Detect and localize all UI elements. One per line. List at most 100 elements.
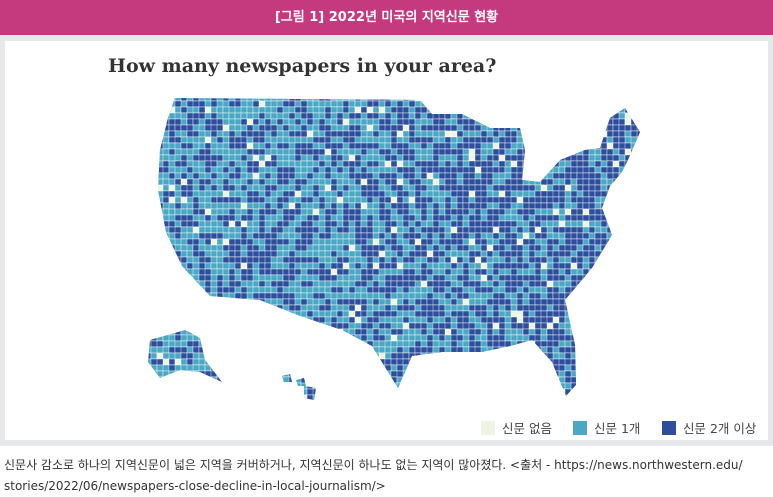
- county-tile: [240, 160, 248, 168]
- county-tile: [148, 124, 152, 132]
- county-tile: [372, 148, 380, 156]
- county-tile: [486, 334, 494, 342]
- county-tile: [318, 142, 326, 150]
- county-tile: [432, 304, 440, 312]
- county-tile: [300, 142, 308, 150]
- county-tile: [510, 118, 524, 126]
- county-tile: [570, 130, 578, 138]
- county-tile: [612, 124, 620, 132]
- county-tile: [444, 112, 452, 120]
- county-tile: [408, 190, 416, 198]
- county-tile: [270, 376, 278, 384]
- county-tile: [636, 106, 640, 114]
- county-tile: [643, 359, 655, 365]
- county-tile: [252, 388, 260, 396]
- county-tile: [246, 334, 257, 342]
- county-tile: [162, 298, 176, 306]
- county-tile: [312, 268, 320, 276]
- county-tile: [276, 214, 284, 222]
- county-tile: [204, 226, 212, 234]
- county-tile: [156, 256, 170, 264]
- county-tile: [264, 358, 275, 366]
- county-tile: [498, 292, 506, 300]
- county-tile: [300, 340, 314, 348]
- county-tile: [594, 334, 605, 342]
- county-tile: [168, 148, 176, 156]
- county-tile: [354, 370, 362, 378]
- county-tile: [150, 322, 158, 330]
- county-tile: [198, 214, 206, 222]
- county-tile: [408, 364, 422, 372]
- county-tile: [564, 148, 572, 156]
- county-tile: [234, 214, 242, 222]
- county-tile: [582, 124, 593, 132]
- county-tile: [240, 382, 254, 390]
- county-tile: [252, 112, 260, 120]
- county-tile: [516, 298, 524, 306]
- county-tile: [480, 100, 491, 108]
- county-tile: [456, 388, 470, 396]
- county-tile: [148, 304, 152, 312]
- county-tile: [337, 401, 343, 407]
- county-tile: [186, 376, 197, 384]
- county-tile: [534, 98, 542, 102]
- county-tile: [234, 172, 242, 180]
- county-tile: [426, 388, 440, 396]
- county-tile: [510, 328, 518, 336]
- county-tile: [498, 346, 506, 354]
- county-tile: [540, 160, 554, 168]
- county-tile: [618, 244, 626, 252]
- county-tile: [540, 148, 548, 156]
- county-tile: [582, 142, 590, 150]
- county-tile: [150, 382, 161, 390]
- county-tile: [324, 136, 332, 144]
- county-tile: [276, 328, 284, 336]
- county-tile: [282, 322, 293, 330]
- county-tile: [336, 340, 347, 348]
- county-tile: [588, 346, 602, 354]
- county-tile: [456, 328, 464, 336]
- county-tile: [318, 328, 332, 336]
- county-tile: [426, 142, 434, 150]
- county-tile: [409, 401, 421, 407]
- county-tile: [150, 388, 158, 396]
- county-tile: [366, 352, 374, 360]
- county-tile: [408, 118, 416, 126]
- county-tile: [348, 202, 356, 210]
- county-tile: [558, 172, 566, 180]
- county-tile: [570, 232, 578, 240]
- county-tile: [396, 112, 404, 120]
- county-tile: [390, 220, 398, 228]
- county-tile: [306, 364, 320, 372]
- county-tile: [618, 250, 626, 258]
- county-tile: [150, 208, 158, 216]
- county-tile: [576, 364, 584, 372]
- county-tile: [378, 184, 386, 192]
- county-tile: [264, 352, 275, 360]
- county-tile: [270, 370, 278, 378]
- county-tile: [432, 136, 440, 144]
- county-tile: [258, 124, 266, 132]
- county-tile: [162, 370, 170, 378]
- county-tile: [288, 214, 296, 222]
- county-tile: [162, 316, 173, 324]
- county-tile: [636, 202, 640, 210]
- county-tile: [150, 250, 164, 258]
- county-tile: [162, 160, 170, 168]
- county-tile: [174, 172, 182, 180]
- county-tile: [534, 256, 542, 264]
- county-tile: [576, 358, 590, 366]
- county-tile: [192, 220, 200, 228]
- county-tile: [444, 250, 452, 258]
- county-tile: [252, 256, 260, 264]
- county-tile: [643, 317, 649, 323]
- county-tile: [582, 364, 593, 372]
- county-tile: [264, 328, 278, 336]
- county-tile: [240, 172, 248, 180]
- county-tile: [504, 358, 515, 366]
- county-tile: [643, 401, 652, 407]
- county-tile: [228, 352, 239, 360]
- county-tile: [480, 112, 491, 120]
- county-tile: [528, 346, 536, 354]
- county-tile: [456, 208, 464, 216]
